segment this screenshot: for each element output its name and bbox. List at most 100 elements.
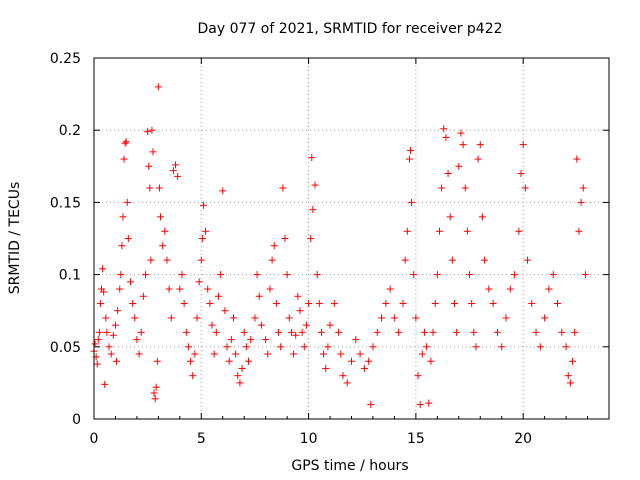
data-point bbox=[296, 307, 304, 315]
data-point bbox=[221, 307, 229, 315]
data-point bbox=[129, 299, 137, 307]
data-point bbox=[564, 372, 572, 380]
data-point bbox=[468, 299, 476, 307]
data-point bbox=[311, 181, 319, 189]
data-point bbox=[455, 162, 463, 170]
data-point bbox=[470, 328, 478, 336]
data-point bbox=[94, 336, 102, 344]
data-point bbox=[298, 328, 306, 336]
data-point bbox=[275, 328, 283, 336]
data-point bbox=[431, 299, 439, 307]
data-point bbox=[474, 155, 482, 163]
data-point bbox=[367, 401, 375, 409]
y-tick-label: 0.05 bbox=[50, 340, 81, 356]
data-point bbox=[229, 314, 237, 322]
data-point bbox=[571, 328, 579, 336]
data-point bbox=[515, 227, 523, 235]
data-point bbox=[151, 395, 159, 403]
data-point bbox=[412, 314, 420, 322]
data-point bbox=[195, 278, 203, 286]
data-point bbox=[451, 299, 458, 307]
data-point bbox=[214, 292, 222, 300]
data-point bbox=[285, 314, 293, 322]
data-point bbox=[506, 285, 514, 293]
data-point bbox=[100, 288, 108, 296]
x-tick-label: 5 bbox=[197, 431, 206, 447]
data-point bbox=[149, 148, 157, 156]
data-point bbox=[146, 184, 154, 192]
data-point bbox=[210, 350, 218, 358]
data-point bbox=[137, 328, 145, 336]
data-point bbox=[352, 336, 360, 344]
data-point bbox=[425, 399, 433, 407]
data-point bbox=[481, 256, 489, 264]
chart-title: Day 077 of 2021, SRMTID for receiver p42… bbox=[197, 21, 502, 37]
data-point bbox=[208, 321, 216, 329]
data-point bbox=[405, 155, 413, 163]
data-point bbox=[448, 256, 456, 264]
data-point bbox=[337, 350, 345, 358]
data-point bbox=[472, 343, 480, 351]
data-point bbox=[399, 299, 407, 307]
data-point bbox=[189, 372, 197, 380]
data-point bbox=[517, 170, 525, 178]
data-point bbox=[313, 271, 321, 279]
data-point bbox=[153, 357, 161, 365]
data-point bbox=[521, 184, 529, 192]
axis-ticks bbox=[93, 57, 609, 420]
data-point bbox=[270, 242, 278, 250]
data-point bbox=[541, 314, 549, 322]
data-point bbox=[219, 187, 227, 195]
data-point bbox=[99, 265, 107, 273]
data-point bbox=[300, 343, 308, 351]
data-point bbox=[225, 357, 233, 365]
data-point bbox=[191, 350, 199, 358]
data-point bbox=[390, 314, 398, 322]
data-point bbox=[305, 299, 313, 307]
y-tick-label: 0.25 bbox=[50, 51, 81, 67]
data-point bbox=[114, 307, 122, 315]
data-point bbox=[378, 314, 386, 322]
data-point bbox=[238, 364, 246, 372]
data-point bbox=[433, 271, 441, 279]
y-tick-label: 0 bbox=[72, 412, 81, 428]
data-point bbox=[511, 271, 519, 279]
data-point bbox=[187, 357, 195, 365]
data-point bbox=[581, 271, 589, 279]
data-point bbox=[416, 401, 424, 409]
data-points bbox=[90, 83, 589, 409]
data-point bbox=[165, 285, 173, 293]
data-point bbox=[420, 328, 428, 336]
data-point bbox=[307, 235, 315, 242]
data-point bbox=[549, 271, 557, 279]
data-point bbox=[234, 372, 242, 380]
data-point bbox=[566, 379, 574, 387]
data-point bbox=[476, 141, 484, 149]
data-point bbox=[118, 242, 126, 250]
data-point bbox=[427, 357, 435, 365]
data-point bbox=[109, 331, 117, 339]
data-point bbox=[294, 292, 302, 300]
data-point bbox=[121, 139, 129, 147]
data-point bbox=[308, 154, 316, 162]
data-point bbox=[240, 328, 248, 336]
data-point bbox=[217, 271, 225, 279]
data-point bbox=[145, 162, 153, 170]
data-point bbox=[266, 285, 274, 293]
data-point bbox=[489, 299, 497, 307]
data-point bbox=[253, 271, 261, 279]
grid-lines bbox=[94, 58, 609, 419]
y-tick-label: 0.1 bbox=[59, 268, 81, 284]
data-point bbox=[169, 167, 177, 175]
data-point bbox=[111, 321, 119, 329]
data-point bbox=[423, 343, 431, 351]
data-point bbox=[148, 126, 156, 134]
data-point bbox=[107, 350, 115, 358]
data-point bbox=[369, 343, 377, 351]
data-point bbox=[478, 213, 486, 221]
data-point bbox=[287, 328, 295, 336]
data-point bbox=[320, 350, 328, 358]
data-point bbox=[101, 380, 109, 388]
y-tick-label: 0.15 bbox=[50, 195, 81, 211]
